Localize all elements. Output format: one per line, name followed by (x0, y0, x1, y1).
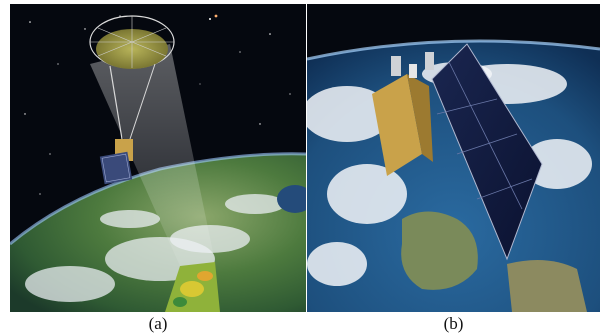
solar-panel (431, 43, 543, 261)
satellite-body (372, 52, 434, 176)
smap-satellite-illustration (10, 4, 306, 312)
panel-a-image (10, 4, 306, 312)
mesh-antenna (89, 15, 175, 140)
land-mass (401, 211, 478, 290)
caption-b: (b) (443, 314, 464, 333)
panel-b-image (307, 4, 600, 312)
sentinel-2-satellite-illustration (307, 4, 600, 312)
soil-moisture-swath (165, 262, 220, 312)
satellite-bus (99, 139, 133, 185)
caption-a: (a) (148, 314, 168, 333)
radar-beam (90, 44, 215, 266)
